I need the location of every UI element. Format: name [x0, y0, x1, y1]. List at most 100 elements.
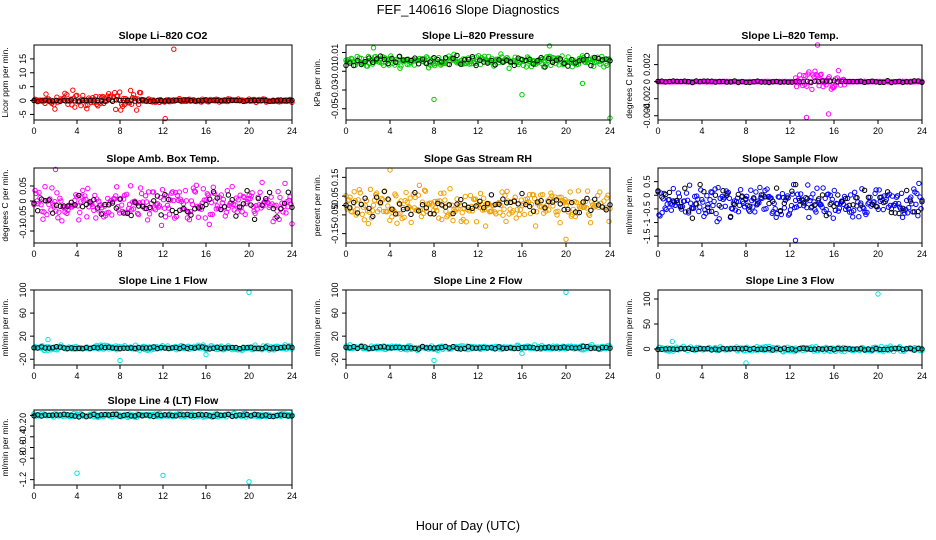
- data-point: [137, 185, 144, 191]
- reference-point: [188, 98, 194, 104]
- data-point: [753, 189, 759, 195]
- reference-point: [716, 78, 722, 85]
- reference-point: [251, 345, 258, 352]
- data-point: [415, 192, 422, 198]
- x-tick-label: 0: [655, 126, 660, 136]
- data-point: [283, 210, 289, 216]
- x-tick-label: 0: [31, 126, 36, 136]
- reference-point: [207, 196, 213, 202]
- data-point: [712, 186, 718, 192]
- data-point: [176, 189, 183, 195]
- data-point: [503, 218, 509, 225]
- data-point: [540, 191, 546, 198]
- reference-point: [816, 79, 822, 85]
- data-point: [696, 208, 702, 215]
- x-tick-label: 24: [917, 371, 927, 381]
- reference-point: [61, 203, 67, 209]
- panel-title: Slope Li–820 CO2: [119, 30, 208, 42]
- reference-point: [904, 187, 910, 194]
- reference-point: [72, 345, 78, 352]
- data-point: [247, 195, 253, 202]
- x-tick-label: 12: [158, 126, 168, 136]
- reference-point: [154, 98, 161, 104]
- x-tick-label: 0: [343, 126, 348, 136]
- reference-point: [192, 412, 198, 419]
- reference-point: [484, 60, 491, 66]
- reference-point: [477, 198, 483, 205]
- x-tick-label: 16: [517, 249, 527, 259]
- reference-point: [900, 205, 906, 212]
- reference-point: [358, 61, 364, 68]
- data-point: [435, 198, 441, 204]
- data-point: [805, 182, 811, 188]
- data-point: [206, 221, 213, 228]
- reference-point: [504, 345, 510, 352]
- reference-point: [900, 346, 906, 353]
- reference-point: [416, 208, 422, 214]
- reference-point: [351, 199, 357, 206]
- reference-point: [225, 192, 232, 198]
- data-point: [514, 207, 520, 213]
- figure-x-label: Hour of Day (UTC): [416, 519, 520, 533]
- reference-point: [180, 205, 187, 212]
- data-point: [524, 196, 531, 202]
- y-tick-label: 20: [330, 331, 340, 341]
- panel-title: Slope Li–820 Temp.: [741, 30, 838, 42]
- reference-point: [373, 194, 380, 200]
- reference-point: [708, 208, 715, 215]
- reference-point: [154, 412, 161, 418]
- reference-point: [57, 412, 63, 418]
- data-point: [114, 184, 120, 190]
- data-point: [42, 184, 48, 190]
- data-point: [539, 204, 545, 210]
- reference-point: [743, 79, 749, 86]
- reference-point: [682, 78, 688, 84]
- reference-point: [789, 188, 795, 194]
- x-tick-label: 20: [873, 371, 883, 381]
- reference-point: [102, 344, 108, 351]
- data-point: [232, 202, 238, 208]
- reference-point: [892, 210, 898, 216]
- reference-point: [854, 195, 860, 201]
- data-point: [685, 210, 692, 216]
- data-point: [553, 60, 559, 67]
- data-point: [858, 200, 864, 206]
- reference-point: [358, 201, 364, 208]
- data-point: [831, 187, 837, 194]
- reference-point: [370, 59, 376, 65]
- data-point: [159, 187, 166, 193]
- y-tick-label: 0.5: [642, 175, 652, 188]
- data-point: [252, 210, 258, 217]
- reference-point: [557, 56, 563, 62]
- y-tick-label: 100: [330, 282, 340, 297]
- data-point: [288, 343, 294, 349]
- data-point: [906, 205, 912, 211]
- data-point: [356, 187, 362, 193]
- reference-point: [416, 61, 422, 67]
- reference-point: [450, 210, 456, 217]
- reference-point: [180, 412, 187, 418]
- data-point: [740, 200, 747, 207]
- reference-point: [199, 98, 206, 104]
- points: [655, 42, 925, 121]
- y-tick-label: 0: [18, 413, 28, 418]
- reference-point: [588, 207, 594, 214]
- data-point: [467, 192, 474, 199]
- data-point: [209, 211, 216, 218]
- reference-point: [777, 208, 784, 214]
- data-point: [453, 206, 459, 212]
- data-point: [798, 76, 804, 82]
- reference-point: [458, 346, 464, 352]
- data-point: [914, 190, 920, 197]
- y-tick-label: 0.05: [18, 177, 28, 195]
- data-point: [549, 193, 555, 199]
- reference-point: [842, 345, 849, 352]
- data-point: [682, 209, 689, 215]
- reference-point: [351, 62, 357, 69]
- reference-point: [396, 344, 403, 351]
- reference-point: [720, 188, 726, 194]
- data-point: [678, 206, 685, 212]
- reference-point: [530, 61, 537, 67]
- reference-point: [222, 345, 228, 351]
